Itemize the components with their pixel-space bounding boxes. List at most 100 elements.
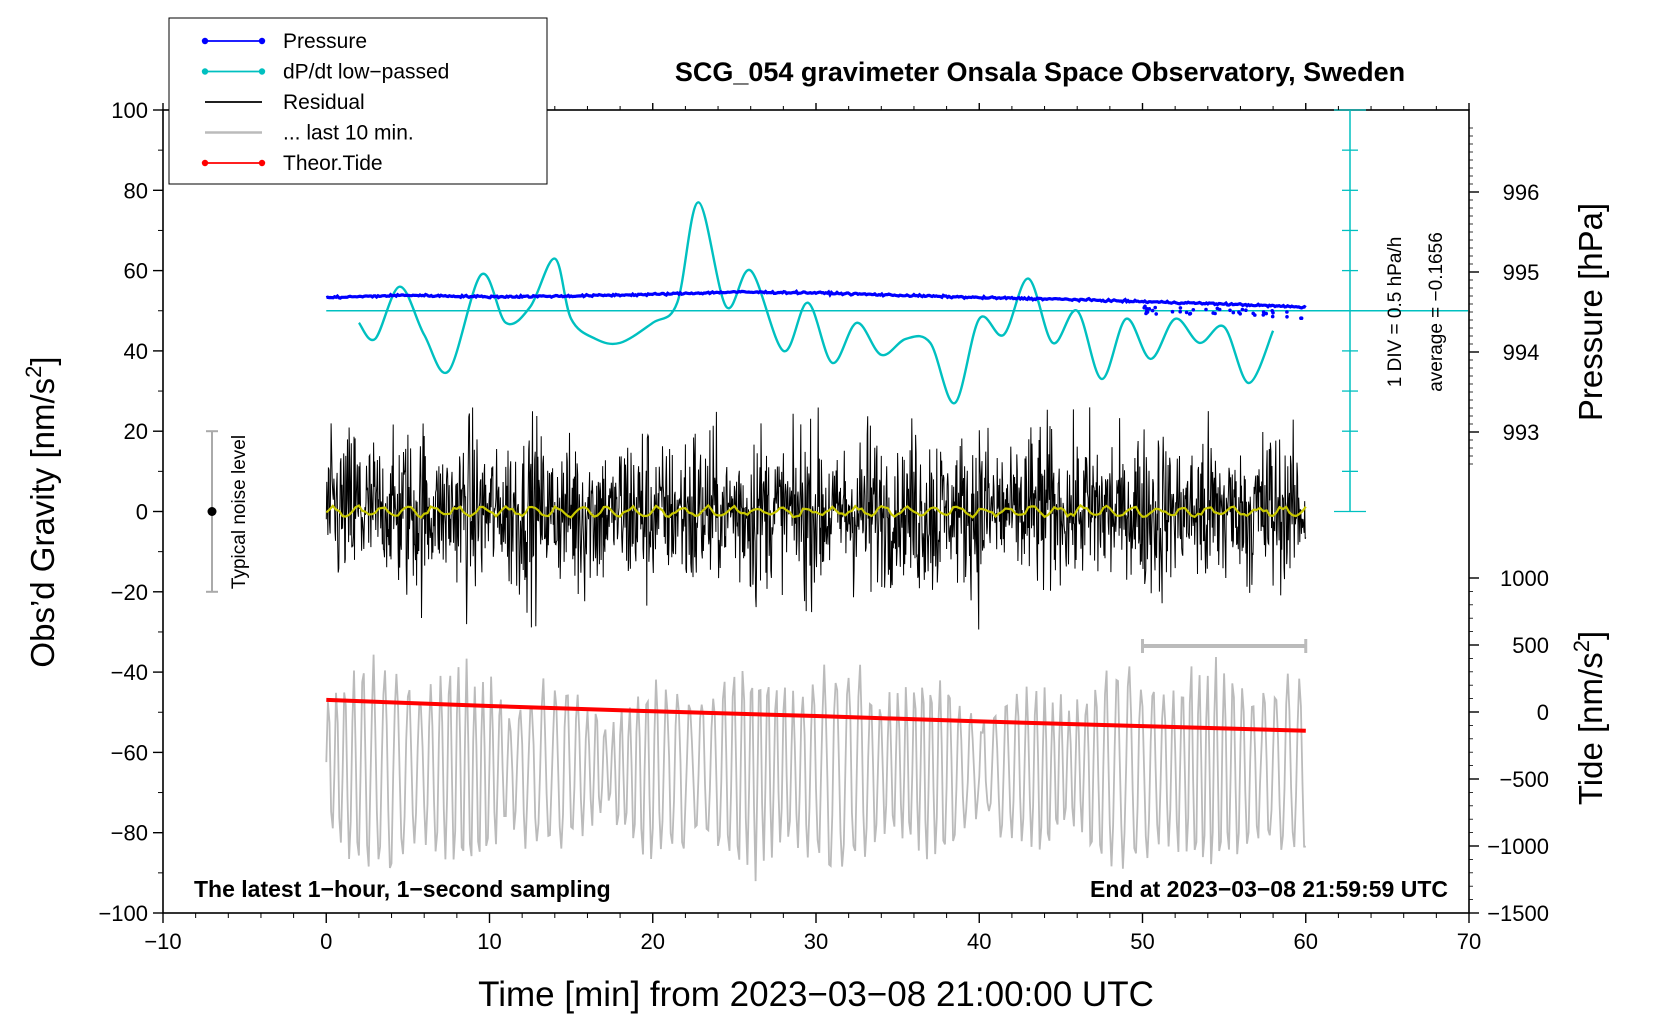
bottom-left-note: The latest 1−hour, 1−second sampling — [194, 876, 611, 902]
pressure-point — [1285, 315, 1289, 319]
pressure-point — [1228, 308, 1232, 313]
pressure-tick-label: 994 — [1503, 340, 1540, 365]
pressure-point — [1153, 305, 1157, 310]
tide-series — [326, 697, 1306, 733]
tide-tick-label: 500 — [1512, 633, 1549, 658]
pressure-line — [325, 288, 1307, 310]
pressure-point — [1178, 306, 1183, 310]
y-axis-label-left-main: Obs’d Gravity [nm/s — [24, 378, 61, 668]
legend-label: Residual — [283, 91, 365, 114]
y-tick-label: 100 — [111, 98, 148, 123]
legend-marker — [201, 68, 209, 75]
chart-title: SCG_054 gravimeter Onsala Space Observat… — [675, 57, 1405, 87]
y-tick-label: −100 — [98, 901, 148, 926]
y-axis-label-tide-sup: 2 — [1569, 640, 1594, 652]
legend-marker — [258, 37, 266, 45]
x-tick-label: 30 — [804, 929, 828, 954]
legend-label: Theor.Tide — [283, 152, 383, 175]
noise-bar — [206, 430, 218, 593]
y-tick-label: 80 — [124, 178, 148, 203]
dpdt-scale-axis — [326, 109, 1468, 513]
pressure-point — [1154, 312, 1158, 316]
tide-tick-label: −500 — [1499, 767, 1549, 792]
residual-lowpassed-line — [325, 503, 1307, 519]
tide-tick-label: −1000 — [1487, 834, 1549, 859]
x-axis-label: Time [min] from 2023−03−08 21:00:00 UTC — [478, 975, 1154, 1014]
pressure-point — [1270, 309, 1274, 313]
pressure-point — [1170, 309, 1175, 314]
x-tick-label: 50 — [1130, 929, 1154, 954]
y-tick-label: 40 — [124, 339, 148, 364]
y-axis-label-tide-end: ] — [1572, 631, 1609, 640]
y-tick-label: 60 — [124, 259, 148, 284]
pressure-point — [1204, 307, 1208, 312]
x-tick-label: −10 — [144, 929, 181, 954]
dpdt-series — [357, 201, 1275, 405]
dpdt-average-label: average = −0.1656 — [1426, 232, 1447, 392]
legend: Pressure dP/dt low−passed Residual ... last… — [168, 17, 548, 185]
pressure-point — [1147, 307, 1152, 311]
noise-label: Typical noise level — [229, 435, 250, 589]
residual-lowpassed-series — [325, 503, 1307, 519]
residual-line — [325, 407, 1307, 630]
y-tick-label: −60 — [111, 740, 148, 765]
dpdt-scale-label: 1 DIV = 0.5 hPa/h — [1385, 237, 1406, 388]
pressure-point — [1261, 310, 1266, 314]
pressure-point — [1231, 310, 1236, 315]
legend-label: dP/dt low−passed — [283, 61, 449, 84]
pressure-point — [1150, 308, 1155, 313]
x-tick-label: 70 — [1457, 929, 1481, 954]
residual-series — [325, 407, 1307, 630]
x-tick-label: 0 — [320, 929, 332, 954]
x-tick-label: 20 — [641, 929, 665, 954]
legend-label: ... last 10 min. — [283, 122, 414, 145]
x-tick-label: 40 — [967, 929, 991, 954]
pressure-point — [1264, 311, 1268, 316]
x-tick-label: 10 — [477, 929, 501, 954]
legend-box — [168, 17, 548, 185]
legend-marker — [258, 68, 266, 75]
x-tick-label: 60 — [1294, 929, 1318, 954]
pressure-point — [1144, 306, 1149, 311]
y-tick-label: 20 — [124, 419, 148, 444]
last10-bracket — [1141, 639, 1308, 654]
pressure-tick-label: 995 — [1503, 260, 1540, 285]
dpdt-line — [357, 201, 1275, 405]
pressure-point — [1285, 310, 1289, 314]
pressure-point — [1184, 310, 1189, 315]
pressure-point — [1244, 308, 1248, 313]
pressure-point — [1261, 313, 1266, 317]
y-axis-label-left: Obs’d Gravity [nm/s2] — [21, 356, 61, 667]
y-axis-label-pressure: Pressure [hPa] — [1572, 203, 1609, 421]
legend-marker — [201, 37, 209, 45]
y-tick-label: −20 — [111, 580, 148, 605]
tide-line — [326, 697, 1306, 733]
last10-line — [325, 654, 1306, 882]
pressure-series — [325, 288, 1307, 321]
pressure-point — [1251, 311, 1255, 316]
tide-tick-label: 0 — [1537, 700, 1549, 725]
pressure-tick-label: 993 — [1503, 420, 1540, 445]
pressure-point — [1240, 307, 1245, 312]
pressure-point — [1270, 314, 1275, 319]
y-tick-label: −40 — [111, 660, 148, 685]
pressure-point — [1178, 309, 1182, 314]
pressure-point — [1237, 310, 1241, 315]
tide-tick-label: 1000 — [1500, 566, 1549, 591]
pressure-point — [1213, 311, 1217, 316]
tide-tick-label: −1500 — [1487, 901, 1549, 926]
pressure-point — [1299, 316, 1304, 321]
y-axis-label-tide-main: Tide [nm/s — [1572, 652, 1609, 805]
last10-series — [325, 654, 1306, 882]
legend-marker — [201, 159, 209, 167]
y-axis-label-left-end: ] — [24, 356, 61, 365]
pressure-point — [1191, 308, 1196, 312]
pressure-point — [1188, 311, 1193, 316]
y-axis-label-tide: Tide [nm/s2] — [1569, 631, 1609, 805]
y-axis-label-left-sup: 2 — [21, 366, 46, 378]
y-tick-label: −80 — [111, 821, 148, 846]
pressure-point — [1215, 306, 1220, 311]
y-tick-label: 0 — [136, 500, 148, 525]
noise-bar-dot — [207, 507, 217, 516]
